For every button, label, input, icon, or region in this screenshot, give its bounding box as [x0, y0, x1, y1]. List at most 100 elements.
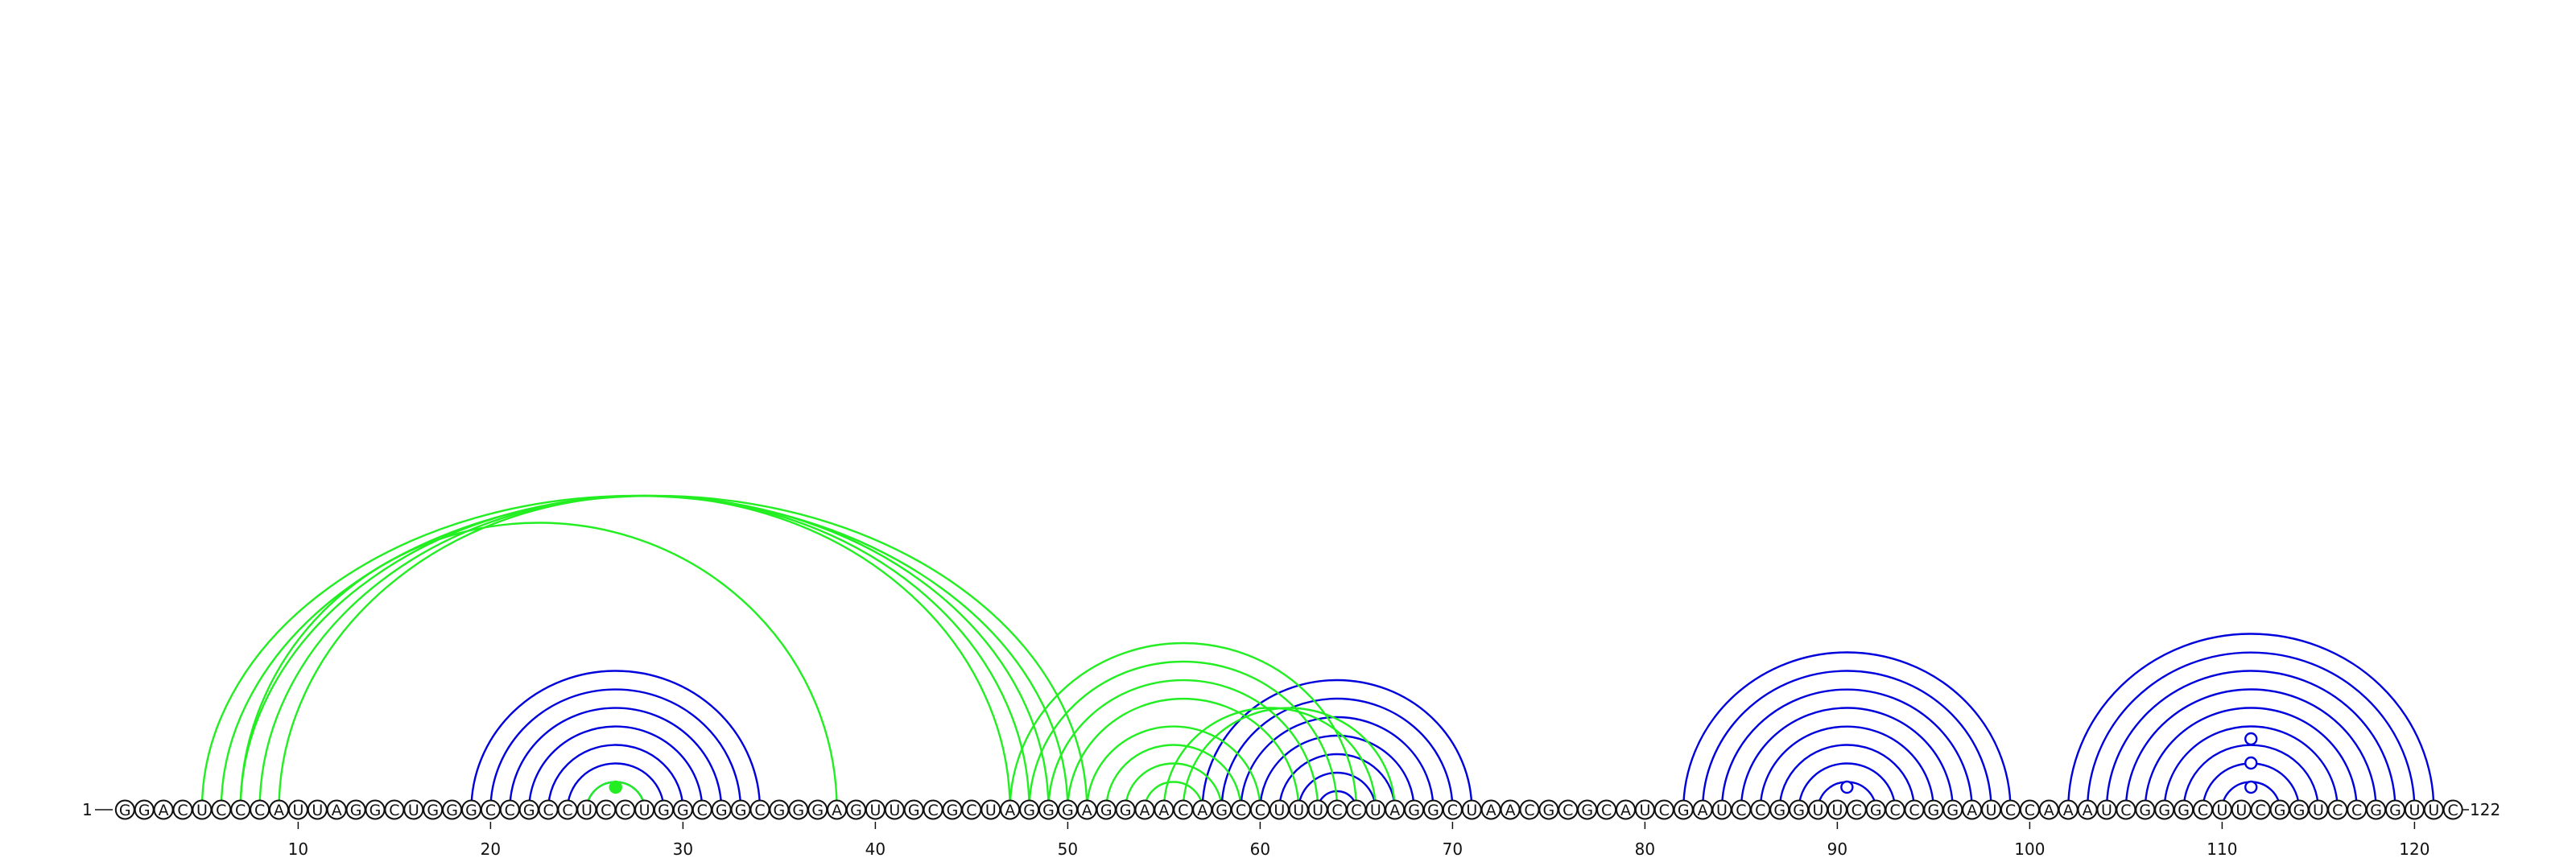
blue-arc-22-31 — [528, 725, 704, 811]
green-arc-7-49 — [239, 494, 1050, 811]
nucleotide: C — [2250, 799, 2271, 820]
nucleotide-letter: G — [1773, 802, 1785, 819]
nucleotide-letter: A — [274, 802, 284, 819]
nucleotide: C — [1346, 799, 1367, 820]
nucleotide-letter: U — [292, 802, 303, 819]
nucleotide: A — [2038, 799, 2059, 820]
nucleotide: C — [1173, 799, 1194, 820]
nucleotide-letter: A — [1082, 802, 1092, 819]
nucleotide-letter: U — [312, 802, 323, 819]
nucleotide-letter: A — [1486, 802, 1496, 819]
nucleotide-letter: G — [369, 802, 382, 819]
nucleotide-letter: G — [735, 802, 747, 819]
nucleotide-letter: U — [2409, 802, 2420, 819]
nucleotide: C — [557, 799, 578, 820]
nucleotide: C — [2000, 799, 2021, 820]
nucleotide-letter: G — [1581, 802, 1593, 819]
blue-arc-104-119 — [2105, 670, 2396, 811]
nucleotide: C — [1904, 799, 1925, 820]
nucleotide: G — [1673, 799, 1694, 820]
nucleotide: G — [442, 799, 463, 820]
green-arc-47-65 — [1009, 641, 1358, 811]
blue-arc-102-121 — [2067, 633, 2435, 811]
blue-arc-57-71 — [1201, 679, 1473, 811]
nucleotide-letter: G — [1870, 802, 1882, 819]
nucleotide: G — [518, 799, 539, 820]
nucleotide-circle — [2442, 799, 2463, 820]
blue-arc-60-68 — [1259, 734, 1415, 811]
nucleotide-letter: C — [177, 802, 188, 819]
green-arc-55-66 — [1162, 707, 1377, 811]
nucleotide: G — [1115, 799, 1136, 820]
nucleotide-letter: G — [1543, 802, 1555, 819]
nucleotide-letter: A — [1158, 802, 1169, 819]
nucleotide-letter: G — [1042, 802, 1055, 819]
nucleotide: U — [1827, 799, 1847, 820]
nucleotide: G — [1096, 799, 1117, 820]
nucleotide: C — [596, 799, 617, 820]
nucleotide: C — [1750, 799, 1771, 820]
nucleotide: G — [1923, 799, 1944, 820]
nucleotide: U — [980, 799, 1001, 820]
nucleotide-letter: U — [2313, 802, 2324, 819]
nucleotide: A — [153, 799, 174, 820]
nucleotide-letter: U — [1986, 802, 1997, 819]
nucleotide-letter: A — [1620, 802, 1631, 819]
green-arc-54-57 — [1143, 781, 1203, 811]
nucleotide-letter: C — [1178, 802, 1188, 819]
nucleotide: U — [1288, 799, 1309, 820]
sequence-end-label: 122 — [2470, 800, 2500, 819]
nucleotide: C — [1558, 799, 1579, 820]
nucleotide-letter: G — [1928, 802, 1940, 819]
nucleotide-letter: C — [2120, 802, 2131, 819]
nucleotide: G — [1019, 799, 1040, 820]
nucleotide-letter: C — [2025, 802, 2035, 819]
green-arc-56-67 — [1182, 707, 1396, 811]
nucleotide-letter: G — [2158, 802, 2170, 819]
nucleotide: G — [903, 799, 924, 820]
nucleotide: C — [538, 799, 559, 820]
nucleotide-letter: G — [446, 802, 458, 819]
nucleotide-letter: A — [332, 802, 342, 819]
nucleotide-letter: G — [138, 802, 151, 819]
blue-arc-24-29 — [566, 762, 665, 811]
nucleotide-letter: C — [1351, 802, 1361, 819]
nucleotide: C — [691, 799, 712, 820]
nucleotide: G — [846, 799, 866, 820]
nucleotide-letter: G — [523, 802, 535, 819]
blue-arc-85-96 — [1740, 707, 1954, 811]
nucleotide: A — [326, 799, 347, 820]
nucleotide: G — [2135, 799, 2156, 820]
nucleotide-letter: C — [2448, 802, 2458, 819]
nucleotide: G — [2289, 799, 2310, 820]
nucleotide: U — [2211, 799, 2232, 820]
nucleotide: G — [345, 799, 366, 820]
nucleotide: U — [634, 799, 655, 820]
nucleotide: U — [1365, 799, 1386, 820]
nucleotide: G — [942, 799, 963, 820]
nucleotide-letter: U — [1274, 802, 1285, 819]
nucleotide-letter: C — [389, 802, 399, 819]
nucleotide: C — [384, 799, 405, 820]
tick-label: 100 — [2014, 839, 2045, 858]
blue-loop-marker — [2244, 780, 2258, 794]
nucleotide: U — [287, 799, 308, 820]
nucleotide-letter: A — [832, 802, 842, 819]
nucleotide: A — [1962, 799, 1983, 820]
blue-arc-58-70 — [1220, 697, 1454, 811]
blue-arc-105-118 — [2124, 688, 2377, 811]
nucleotide: U — [1981, 799, 2002, 820]
nucleotide-letter: C — [1659, 802, 1670, 819]
arcs-layer — [200, 494, 2435, 811]
nucleotide-letter: C — [1852, 802, 1862, 819]
nucleotide: G — [461, 799, 481, 820]
nucleotide: U — [307, 799, 328, 820]
blue-loop-marker — [1840, 780, 1854, 794]
nucleotide-letter: A — [1389, 802, 1400, 819]
nucleotide-letter: G — [1408, 802, 1420, 819]
nucleotide: C — [211, 799, 232, 820]
nucleotide-letter: C — [485, 802, 496, 819]
nucleotide-letter: C — [1755, 802, 1765, 819]
nucleotide: U — [1634, 799, 1655, 820]
